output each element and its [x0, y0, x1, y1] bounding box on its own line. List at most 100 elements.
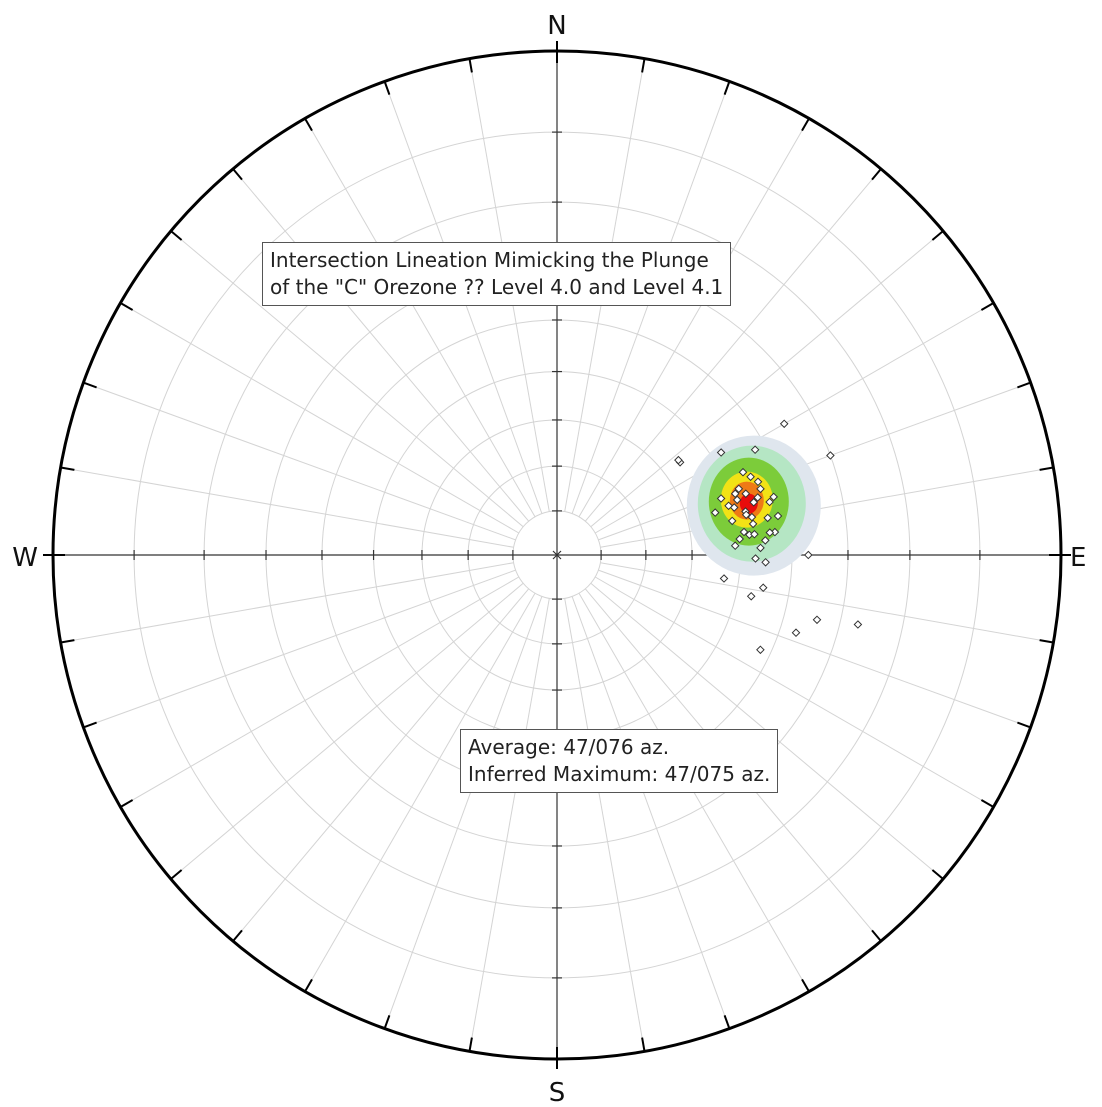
lineation-point — [753, 477, 763, 487]
grid-radial — [600, 467, 1054, 548]
grid-radial — [232, 588, 530, 942]
primitive-tick — [60, 466, 75, 471]
lineation-point — [750, 445, 760, 455]
primitive-tick — [119, 302, 134, 311]
grid-radial — [571, 596, 730, 1029]
lineation-point — [756, 645, 765, 655]
lineation-point — [761, 557, 770, 567]
lineation-point — [763, 513, 773, 523]
lineation-point — [748, 519, 758, 529]
lineation-point — [746, 472, 755, 482]
primitive-tick — [931, 869, 944, 880]
stats-box: Average: 47/076 az. Inferred Maximum: 47… — [460, 729, 779, 793]
primitive-tick — [980, 799, 995, 808]
primitive-tick — [468, 58, 473, 73]
primitive-tick — [383, 1015, 391, 1029]
primitive-tick — [980, 302, 995, 311]
primitive-tick — [304, 978, 313, 993]
lineation-points — [674, 419, 863, 655]
grid-radial — [170, 230, 524, 528]
lineation-point — [853, 620, 863, 629]
lineation-point — [760, 536, 770, 545]
title-box: Intersection Lineation Mimicking the Plu… — [262, 242, 732, 306]
lineation-point — [735, 534, 745, 544]
lineation-point — [746, 591, 756, 601]
primitive-tick — [383, 81, 391, 95]
grid-radial — [304, 592, 536, 992]
lineation-point — [741, 489, 751, 499]
primitive-tick — [468, 1037, 473, 1052]
lineation-point — [749, 497, 759, 507]
primitive-tick — [1039, 466, 1054, 471]
primitive-tick — [1017, 721, 1031, 729]
lineation-point — [741, 510, 751, 520]
grid-radial — [598, 382, 1031, 541]
lineation-point — [716, 448, 726, 457]
grid-radial — [594, 576, 994, 808]
grid-radial — [590, 230, 944, 528]
average-text: Average: 47/076 az. — [468, 735, 670, 759]
lineation-point — [727, 516, 737, 526]
maximum-text: Inferred Maximum: 47/075 az. — [468, 762, 771, 786]
grid-radial — [564, 598, 645, 1052]
grid-radial — [584, 168, 882, 522]
primitive-tick — [641, 58, 646, 73]
lineation-point — [791, 628, 801, 638]
grid-radial — [170, 582, 524, 880]
lineation-point — [773, 511, 783, 521]
primitive-tick — [83, 381, 97, 389]
lineation-point — [710, 508, 720, 517]
lineation-point — [765, 497, 774, 507]
lineation-point — [738, 467, 748, 477]
north-label: N — [547, 11, 566, 41]
lineation-point — [756, 543, 765, 553]
lineation-point — [732, 495, 742, 505]
lineation-point — [747, 512, 757, 522]
grid-radial — [578, 118, 810, 518]
lineation-point — [730, 489, 740, 499]
primitive-tick — [1039, 639, 1054, 644]
lineation-point — [739, 527, 749, 537]
lineation-point — [812, 615, 822, 625]
primitive-tick — [304, 117, 313, 132]
lineation-point — [756, 484, 765, 494]
west-label: W — [12, 543, 38, 573]
primitive-tick — [60, 639, 75, 644]
primitive-tick — [232, 168, 243, 181]
lineation-point — [719, 574, 729, 583]
grid-radial — [83, 569, 516, 728]
density-contours — [686, 435, 821, 576]
grid-radial — [60, 562, 514, 643]
lineation-point — [730, 541, 740, 551]
primitive-tick — [723, 1015, 731, 1029]
grid-radial — [594, 302, 994, 534]
grid-radial — [83, 382, 516, 541]
primitive-tick — [871, 168, 882, 181]
title-line-2: of the "C" Orezone ?? Level 4.0 and Leve… — [270, 275, 724, 299]
east-label: E — [1070, 543, 1086, 573]
lineation-point — [734, 484, 744, 494]
grid-radial — [598, 569, 1031, 728]
lineation-point — [750, 529, 759, 539]
primitive-tick — [723, 81, 731, 95]
lineation-point — [779, 419, 789, 429]
primitive-tick — [83, 721, 97, 729]
grid-radial — [232, 168, 530, 522]
grid-radial — [384, 596, 543, 1029]
primitive-tick — [1017, 381, 1031, 389]
grid-radial — [469, 598, 550, 1052]
lineation-point — [753, 493, 763, 502]
primitive-tick — [801, 117, 810, 132]
primitive-tick — [931, 230, 944, 241]
primitive-tick — [641, 1037, 646, 1052]
grid-radial — [304, 118, 536, 518]
lineation-point — [716, 494, 726, 503]
lineation-point — [770, 527, 780, 537]
primitive-tick — [170, 869, 183, 880]
lineation-point — [758, 583, 768, 593]
lineation-point — [765, 528, 775, 537]
lineation-point — [724, 501, 733, 511]
lineation-point — [826, 451, 835, 460]
